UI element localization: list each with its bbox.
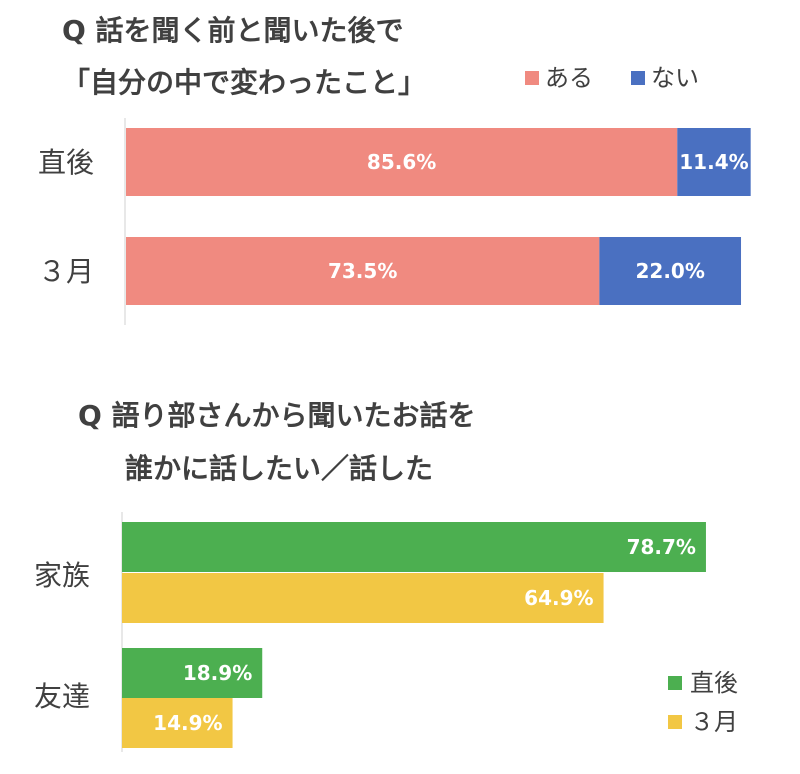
chart2-label-march-friend: 14.9% [153,711,222,735]
chart2-bar-chokugo-friend [122,648,263,698]
chart2-bar-march-friend [122,698,233,748]
chart2-label-march-family: 64.9% [524,586,593,610]
chart1-label-aru-chokugo: 85.6% [367,150,436,174]
chart1-label-aru-march: 73.5% [328,259,397,283]
chart2-title-line2: 誰かに話したい／話した [125,452,433,485]
chart2-bar-march-family [122,573,604,623]
chart1-label-nai-march: 22.0% [635,259,704,283]
chart1-bar-nai-chokugo [677,128,751,196]
chart1-legend-swatch-1 [631,71,645,85]
chart2-label-chokugo-family: 78.7% [627,535,696,559]
chart1-label-nai-chokugo: 11.4% [679,150,748,174]
chart1-bar-aru-march [126,237,600,305]
chart1-legend-swatch-0 [525,71,539,85]
chart2-category-1: 友達 [34,680,90,713]
chart1-title-line2: 「自分の中で変わったこと」 [62,66,426,99]
chart1-bar-aru-chokugo [126,128,678,196]
chart2-legend-label-1: ３月 [690,708,738,736]
chart1-legend-label-0: ある [545,64,593,92]
chart2-label-chokugo-friend: 18.9% [183,661,252,685]
chart1-bar-nai-march [599,237,742,305]
chart1-category-0: 直後 [38,146,94,179]
chart1-category-1: ３月 [38,255,94,288]
chart2-bar-chokugo-family [122,522,706,572]
chart1-legend-label-1: ない [651,64,699,92]
chart2-title-line1: Q 語り部さんから聞いたお話を [78,399,476,432]
chart1-title-line1: Q 話を聞く前と聞いた後で [62,14,404,47]
chart2-legend-swatch-1 [668,715,682,729]
chart2-legend-swatch-0 [668,676,682,690]
chart2-category-0: 家族 [34,559,90,592]
chart2-legend-label-0: 直後 [690,669,738,697]
